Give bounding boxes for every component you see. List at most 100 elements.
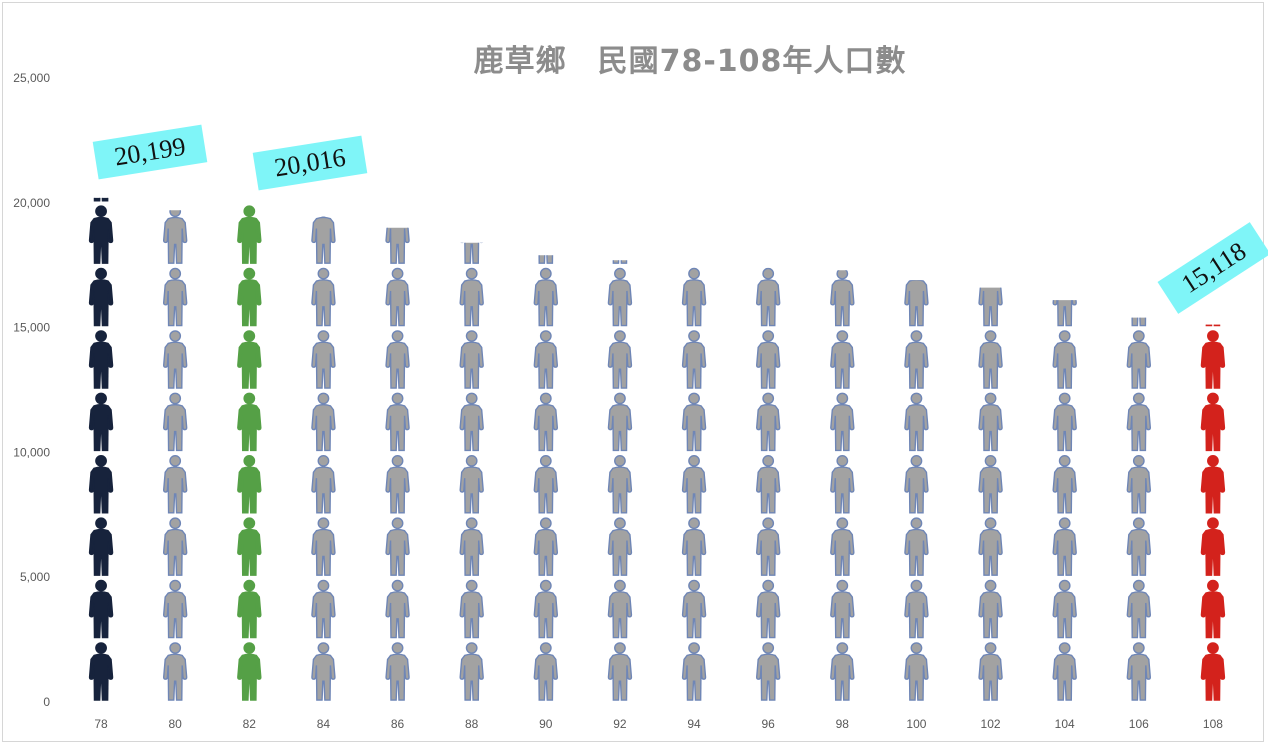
person-icon — [385, 642, 410, 701]
person-icon — [538, 255, 554, 264]
person-icon — [904, 642, 929, 701]
person-icon — [607, 579, 633, 639]
person-icon — [681, 579, 707, 639]
person-icon — [904, 454, 929, 514]
x-tick-label: 90 — [539, 717, 553, 731]
person-icon — [459, 454, 484, 514]
person-icon — [904, 330, 929, 389]
person-icon — [978, 330, 1003, 389]
bar-80 — [162, 210, 188, 701]
person-icon — [459, 579, 484, 639]
bar-96 — [755, 267, 781, 701]
bar-78 — [88, 197, 114, 701]
y-tick-label: 25,000 — [13, 71, 50, 85]
person-icon — [904, 579, 929, 639]
person-icon — [162, 454, 188, 514]
person-icon — [311, 517, 336, 576]
person-icon — [459, 517, 484, 576]
person-icon — [1200, 392, 1226, 452]
person-icon — [88, 642, 114, 701]
person-icon — [162, 330, 188, 389]
person-icon — [607, 330, 633, 389]
x-tick-label: 92 — [613, 717, 627, 731]
person-icon — [385, 517, 410, 576]
person-icon — [755, 517, 781, 576]
person-icon — [904, 392, 929, 452]
person-icon — [460, 242, 483, 264]
x-tick-label: 82 — [243, 717, 257, 731]
person-icon — [1126, 642, 1152, 701]
person-icon — [681, 392, 707, 452]
person-icon — [755, 454, 781, 514]
person-icon — [1052, 300, 1077, 327]
person-icon — [1200, 517, 1226, 576]
person-icon — [533, 267, 559, 327]
person-icon — [612, 260, 628, 264]
person-icon — [162, 579, 188, 639]
person-icon — [311, 330, 336, 389]
person-icon — [88, 330, 114, 389]
person-icon — [459, 330, 484, 389]
chart-title: 鹿草鄉 民國78-108年人口數 — [473, 44, 907, 79]
person-icon — [830, 392, 855, 452]
y-tick-label: 0 — [43, 695, 50, 709]
person-icon — [607, 454, 633, 514]
person-icon — [904, 280, 929, 327]
y-tick-label: 20,000 — [13, 196, 50, 210]
person-icon — [978, 454, 1003, 514]
x-tick-label: 86 — [391, 717, 405, 731]
person-icon — [755, 642, 781, 701]
person-icon — [607, 392, 633, 452]
y-axis: 0 5,000 10,000 15,000 20,000 25,000 — [13, 71, 50, 709]
person-icon — [533, 392, 559, 452]
x-tick-label: 80 — [169, 717, 183, 731]
x-tick-label: 84 — [317, 717, 331, 731]
person-icon — [237, 267, 262, 327]
person-icon — [533, 454, 559, 514]
bar-90 — [533, 255, 559, 701]
person-icon — [533, 579, 559, 639]
x-tick-label: 102 — [981, 717, 1001, 731]
person-icon — [533, 330, 559, 389]
person-icon — [1052, 392, 1077, 452]
bar-84 — [311, 216, 336, 701]
person-icon — [607, 517, 633, 576]
person-icon — [459, 392, 484, 452]
person-icon — [385, 330, 410, 389]
person-icon — [607, 267, 633, 327]
person-icon — [162, 642, 188, 701]
person-icon — [1200, 642, 1226, 701]
person-icon — [237, 330, 262, 389]
bar-104 — [1052, 300, 1077, 701]
person-icon — [681, 642, 707, 701]
person-icon — [459, 642, 484, 701]
person-icon — [681, 330, 707, 389]
person-icon — [1052, 642, 1077, 701]
person-icon — [311, 392, 336, 452]
person-icon — [978, 579, 1003, 639]
person-icon — [1126, 579, 1152, 639]
person-icon — [93, 197, 109, 202]
bar-88 — [459, 242, 484, 701]
person-icon — [459, 267, 484, 327]
x-tick-label: 104 — [1055, 717, 1075, 731]
person-icon — [88, 454, 114, 514]
x-tick-label: 106 — [1129, 717, 1149, 731]
person-icon — [1052, 454, 1077, 514]
x-axis: 78 80 82 84 86 88 90 92 94 96 98 100 102 104 106 108 — [94, 717, 1223, 731]
person-icon — [1052, 517, 1077, 576]
bar-100 — [904, 280, 929, 701]
person-icon — [1126, 517, 1152, 576]
x-tick-label: 94 — [687, 717, 701, 731]
bar-92 — [607, 260, 633, 701]
x-tick-label: 96 — [762, 717, 776, 731]
person-icon — [755, 579, 781, 639]
person-icon — [1126, 454, 1152, 514]
x-tick-label: 100 — [906, 717, 926, 731]
person-icon — [385, 579, 410, 639]
person-icon — [237, 454, 262, 514]
person-icon — [311, 579, 336, 639]
person-icon — [237, 517, 262, 576]
person-icon — [607, 642, 633, 701]
